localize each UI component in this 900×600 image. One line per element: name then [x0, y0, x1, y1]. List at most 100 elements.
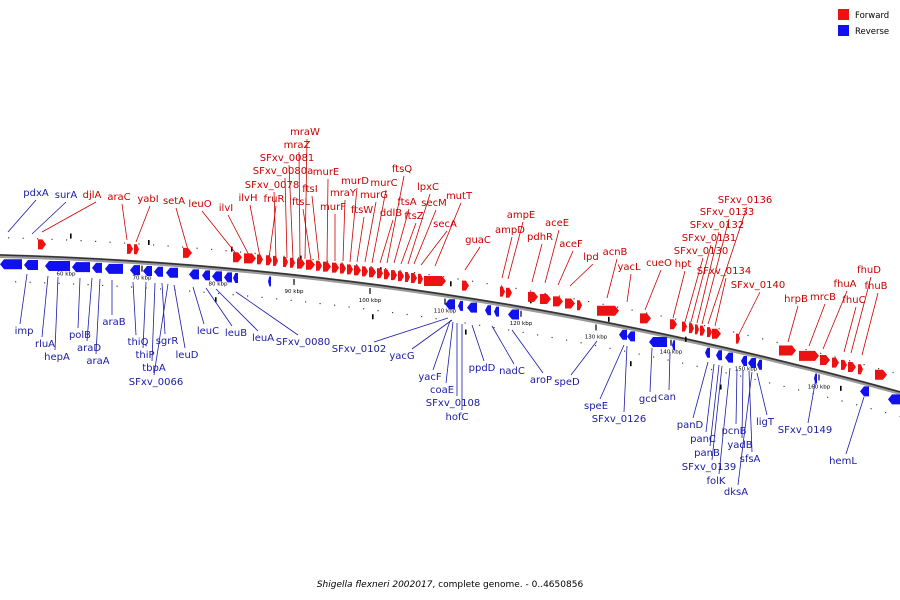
reverse-gene-leader-sped: [570, 340, 598, 376]
track-dot: [595, 344, 597, 347]
forward-gene-label-murf: murF: [320, 202, 346, 213]
track-dot: [841, 400, 843, 402]
reverse-gene-leader-gcd: [649, 347, 653, 393]
gene-arrow-forward-36: [565, 298, 575, 309]
reverse-gene-label-can: can: [658, 392, 676, 403]
gene-arrow-forward-55: [875, 369, 887, 380]
forward-gene-leader-mray: [342, 199, 346, 262]
track-dot: [22, 237, 24, 239]
gene-arrow-forward-5: [233, 252, 242, 263]
forward-gene-label-sfxv-0131: SFxv_0131: [682, 233, 736, 244]
forward-gene-leader-sfxv-0078: [273, 191, 277, 259]
forward-gene-leader-mraz: [298, 151, 301, 260]
forward-gene-leader-murg: [364, 201, 377, 263]
reverse-gene-leader-hepa: [54, 276, 59, 351]
forward-gene-label-sfxv-0130: SFxv_0130: [674, 246, 728, 257]
forward-gene-label-murc: murC: [370, 178, 397, 189]
track-dot: [87, 284, 89, 286]
reverse-gene-label-folk: folK: [707, 476, 726, 487]
reverse-gene-leader-arad: [86, 277, 93, 342]
gene-arrow-reverse-28: [716, 350, 722, 361]
track-dot: [530, 290, 532, 292]
track-dot: [348, 306, 350, 308]
track-dot: [805, 348, 807, 351]
gene-arrow-reverse-27: [705, 347, 710, 358]
gene-arrow-reverse-25: [649, 336, 667, 347]
forward-gene-leader-mutt: [434, 202, 462, 267]
forward-gene-label-mure: murE: [313, 167, 340, 178]
reverse-gene-leader-nadc: [491, 325, 515, 365]
forward-gene-label-guac: guaC: [465, 235, 491, 246]
reverse-gene-label-ppdd: ppdD: [469, 363, 496, 374]
track-dot: [305, 301, 307, 303]
gene-arrow-forward-45: [707, 327, 712, 338]
track-dot: [421, 315, 423, 318]
tick-label-140-kbp: 140 kbp: [660, 350, 683, 356]
track-dot: [776, 341, 778, 344]
gene-arrow-reverse-2: [24, 259, 38, 270]
track-dot: [298, 257, 300, 259]
reverse-gene-leader-leub: [205, 287, 233, 327]
forward-gene-leader-sfxv-0133: [701, 218, 730, 325]
forward-gene-label-lpxc: lpxC: [417, 182, 439, 193]
track-dot: [160, 288, 162, 290]
reverse-gene-label-sfxv-0080: SFxv_0080: [276, 337, 330, 348]
gene-arrow-forward-14: [316, 260, 322, 271]
reverse-gene-leader-can: [668, 351, 671, 391]
tick-label-120-kbp: 120 kbp: [510, 321, 533, 327]
reverse-gene-label-hofc: hofC: [446, 412, 469, 423]
reverse-gene-leader-pcnb: [735, 368, 738, 425]
reverse-gene-label-sfsa: sfsA: [740, 454, 761, 465]
reverse-gene-label-polb: polB: [69, 330, 91, 341]
track-dot: [116, 285, 118, 287]
track-dot: [544, 292, 546, 295]
forward-gene-leader-fhub: [861, 292, 879, 356]
reverse-gene-label-pand: panD: [677, 420, 704, 431]
forward-gene-label-ampe: ampE: [507, 210, 536, 221]
track-dot: [849, 360, 851, 362]
gene-arrow-reverse-14: [224, 272, 232, 283]
track-dot: [428, 274, 430, 276]
track-dot: [182, 246, 184, 248]
forward-gene-leader-hrpb: [787, 305, 799, 343]
track-dot: [341, 262, 343, 264]
forward-gene-label-ftsq: ftsQ: [392, 164, 412, 175]
forward-gene-label-ftsw: ftsW: [351, 205, 373, 216]
reverse-gene-label-sgrr: sgrR: [156, 336, 179, 347]
gene-arrow-forward-48: [779, 345, 796, 356]
track-tick: [450, 281, 452, 287]
reverse-gene-leader-polb: [77, 277, 81, 329]
gene-arrow-forward-6: [244, 253, 256, 264]
track-tick: [720, 384, 722, 390]
track-tick: [300, 255, 302, 261]
gene-arrow-forward-7: [257, 254, 263, 265]
gene-arrow-forward-22: [377, 268, 383, 279]
reverse-gene-label-thip: thiP: [135, 350, 154, 361]
forward-gene-leader-ftsw: [356, 216, 365, 263]
track-dot: [747, 334, 749, 337]
track-dot: [718, 328, 720, 330]
track-dot: [356, 264, 358, 266]
track-dot: [58, 282, 60, 284]
track-tick: [231, 246, 233, 252]
tick-label-90-kbp: 90 kbp: [285, 289, 304, 295]
gene-arrow-forward-8: [266, 255, 272, 266]
reverse-gene-leader-thiq: [132, 281, 137, 336]
forward-gene-label-mray: mraY: [330, 188, 357, 199]
forward-gene-label-ftsl: ftsL: [292, 197, 310, 208]
forward-gene-label-ftsi: ftsI: [302, 184, 317, 195]
reverse-gene-leader-yacg: [411, 319, 453, 350]
track-dot: [827, 396, 829, 398]
reverse-gene-label-arab: araB: [102, 317, 125, 328]
forward-gene-label-ddlb: ddlB: [380, 208, 402, 219]
forward-gene-leader-ftsi: [311, 195, 320, 261]
forward-gene-label-ilvh: ilvH: [239, 193, 258, 204]
reverse-gene-label-nadc: nadC: [499, 366, 525, 377]
track-dot: [863, 364, 865, 366]
forward-gene-leader-djla: [41, 201, 97, 233]
forward-gene-label-cueo: cueO: [646, 258, 672, 269]
track-dot: [189, 290, 191, 292]
reverse-gene-label-yacf: yacF: [418, 372, 442, 383]
track-dot: [580, 342, 582, 344]
